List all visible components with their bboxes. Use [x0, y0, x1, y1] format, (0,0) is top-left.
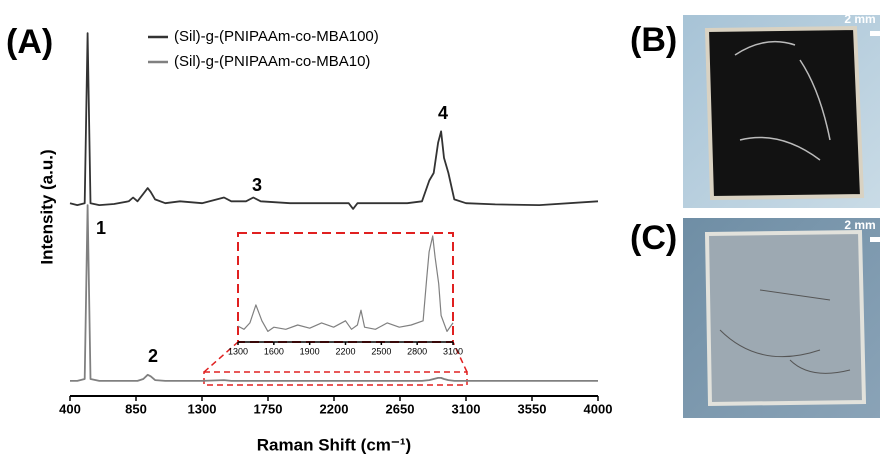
annotation: 1: [96, 218, 106, 238]
x-tick-label: 850: [125, 402, 147, 417]
scale-bar: [870, 237, 890, 242]
scale-bar-label: 2 mm: [844, 12, 875, 26]
annotation: 4: [438, 103, 448, 123]
texture: [734, 40, 831, 161]
x-tick-label: 4000: [584, 402, 613, 417]
panel-label: (A): [6, 23, 53, 61]
panel-label: (B): [630, 21, 677, 59]
x-tick-label: 3100: [443, 346, 463, 356]
x-tick-label: 2800: [407, 346, 427, 356]
scale-bar-label: 2 mm: [844, 218, 875, 232]
x-tick-label: 1750: [254, 402, 283, 417]
x-tick-label: 3100: [452, 402, 481, 417]
sample-c: [704, 229, 867, 407]
annotation: 3: [252, 175, 262, 195]
y-axis-label: Intensity (a.u.): [37, 149, 56, 264]
zoom-region: [203, 371, 468, 386]
spectrum-line: [69, 32, 599, 210]
sample-b: [704, 25, 865, 201]
inset-frame: [237, 232, 454, 343]
panel-label: (C): [630, 219, 677, 257]
annotation: 2: [148, 346, 158, 366]
x-axis-label: Raman Shift (cm⁻¹): [257, 435, 411, 454]
legend-label: (Sil)-g-(PNIPAAm-co-MBA100): [174, 28, 379, 45]
legend-label: (Sil)-g-(PNIPAAm-co-MBA10): [174, 53, 370, 70]
x-tick-label: 2500: [371, 346, 391, 356]
scale-bar: [870, 31, 890, 36]
x-tick-label: 2650: [386, 402, 415, 417]
x-tick-label: 400: [59, 402, 81, 417]
spectrum-line: [70, 204, 598, 382]
x-tick-label: 2200: [335, 346, 355, 356]
spectrum-line: [237, 235, 454, 332]
x-tick-label: 1600: [264, 346, 284, 356]
x-tick-label: 1300: [188, 402, 217, 417]
zoom-line: [452, 341, 468, 373]
x-tick-label: 2200: [320, 402, 349, 417]
x-tick-label: 3550: [518, 402, 547, 417]
x-tick-label: 1900: [300, 346, 320, 356]
texture: [719, 289, 851, 374]
zoom-line: [203, 341, 239, 373]
x-tick-label: 1300: [228, 346, 248, 356]
